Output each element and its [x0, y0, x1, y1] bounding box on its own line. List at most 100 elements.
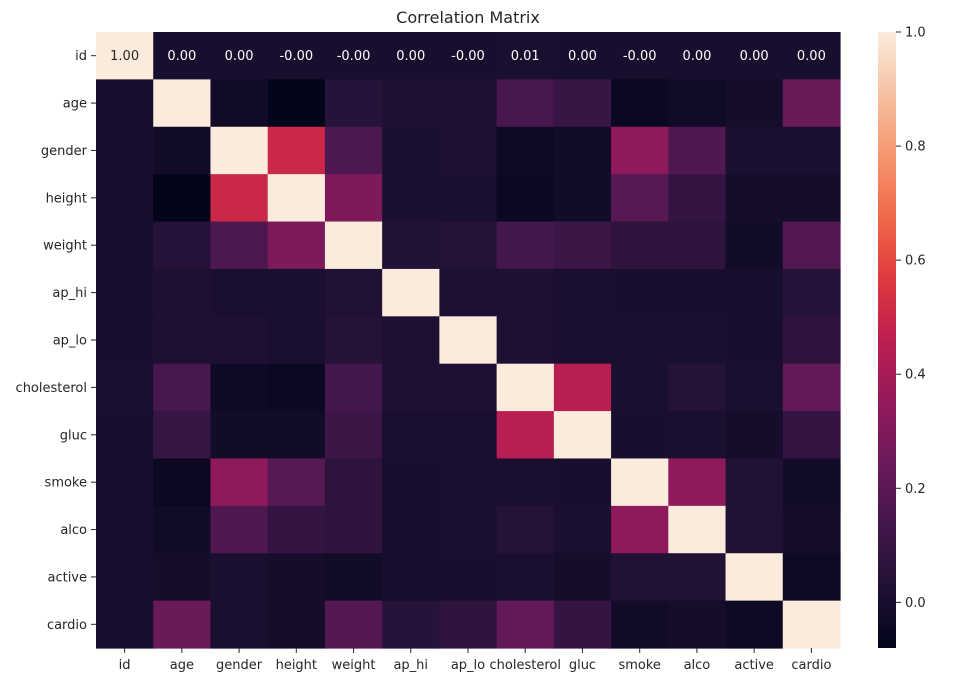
heatmap-cell-height-alco: [668, 174, 727, 223]
heatmap-cell-id-cardio: [782, 32, 841, 80]
heatmap-cell-age-cholesterol: [496, 79, 555, 128]
cell-annotation-alco: 0.00: [682, 49, 711, 64]
heatmap-cell-cardio-smoke: [611, 600, 669, 649]
heatmap-cell-gender-ap_lo: [439, 126, 498, 175]
heatmap-cell-alco-cardio: [782, 505, 841, 554]
heatmap-cell-ap_lo-cardio: [782, 316, 841, 365]
heatmap-cell-gluc-id: [96, 411, 154, 460]
cell-annotation-active: 0.00: [740, 49, 769, 64]
heatmap-cell-weight-active: [725, 221, 784, 270]
heatmap-cell-ap_hi-ap_hi: [382, 268, 440, 317]
heatmap-cell-gender-height: [267, 126, 326, 175]
heatmap-cell-gluc-ap_hi: [382, 411, 440, 460]
row-label-id: id: [75, 49, 87, 64]
heatmap-cell-gluc-ap_lo: [439, 411, 498, 460]
heatmap-cell-ap_lo-weight: [324, 316, 383, 365]
cell-annotation-gender: 0.00: [225, 49, 254, 64]
heatmap-cell-gluc-cholesterol: [496, 411, 555, 460]
column-label-id: id: [119, 658, 131, 673]
heatmap-cell-gluc-cardio: [782, 411, 841, 460]
heatmap-cell-ap_hi-weight: [324, 268, 383, 317]
heatmap-cell-weight-alco: [668, 221, 727, 270]
heatmap-cell-weight-ap_lo: [439, 221, 498, 270]
heatmap-cell-age-gender: [210, 79, 269, 128]
cell-annotation-height: -0.00: [279, 49, 313, 64]
heatmap-cell-cholesterol-height: [267, 363, 326, 412]
cell-annotation-gluc: 0.00: [568, 49, 597, 64]
heatmap-cell-height-cholesterol: [496, 174, 555, 223]
heatmap-cell-ap_lo-age: [153, 316, 212, 365]
row-label-ap_lo: ap_lo: [53, 334, 87, 349]
cell-annotation-smoke: -0.00: [623, 49, 657, 64]
cell-annotation-cholesterol: 0.01: [511, 49, 540, 64]
heatmap-cell-ap_hi-gender: [210, 268, 269, 317]
colorbar-tick-label: 0.6: [905, 254, 926, 269]
colorbar-tick-label: 0.4: [905, 368, 926, 383]
heatmap-cell-id-id: [96, 32, 154, 80]
column-label-alco: alco: [684, 658, 711, 673]
heatmap-cell-cardio-alco: [668, 600, 727, 649]
heatmap-cells: [96, 32, 841, 649]
cell-annotation-ap_hi: 0.00: [396, 49, 425, 64]
heatmap-cell-gender-smoke: [611, 126, 669, 175]
heatmap-cell-smoke-weight: [324, 458, 383, 507]
heatmap-cell-weight-cholesterol: [496, 221, 555, 270]
heatmap-cell-ap_lo-cholesterol: [496, 316, 555, 365]
heatmap-cell-active-gender: [210, 553, 269, 602]
heatmap-cell-age-id: [96, 79, 154, 128]
heatmap-cell-active-height: [267, 553, 326, 602]
heatmap-cell-id-age: [153, 32, 212, 80]
heatmap-cell-alco-active: [725, 505, 784, 554]
heatmap-cell-gluc-smoke: [611, 411, 669, 460]
heatmap-cell-cholesterol-cardio: [782, 363, 841, 412]
heatmap-cell-smoke-cardio: [782, 458, 841, 507]
heatmap-cell-id-active: [725, 32, 784, 80]
heatmap-cell-ap_lo-gender: [210, 316, 269, 365]
heatmap-cell-smoke-age: [153, 458, 212, 507]
heatmap-cell-weight-smoke: [611, 221, 669, 270]
heatmap-cell-ap_hi-cardio: [782, 268, 841, 317]
heatmap-cell-alco-alco: [668, 505, 727, 554]
row-label-active: active: [47, 570, 87, 585]
heatmap-cell-id-ap_lo: [439, 32, 498, 80]
heatmap-cell-height-height: [267, 174, 326, 223]
heatmap-cell-smoke-smoke: [611, 458, 669, 507]
heatmap-cell-weight-id: [96, 221, 154, 270]
heatmap-cell-active-alco: [668, 553, 727, 602]
heatmap-cell-cardio-age: [153, 600, 212, 649]
cell-annotation-ap_lo: -0.00: [451, 49, 485, 64]
heatmap-cell-smoke-ap_hi: [382, 458, 440, 507]
heatmap-cell-cholesterol-ap_lo: [439, 363, 498, 412]
heatmap-cell-ap_lo-id: [96, 316, 154, 365]
column-label-gender: gender: [216, 658, 263, 673]
heatmap-cell-ap_hi-alco: [668, 268, 727, 317]
heatmap-cell-cholesterol-ap_hi: [382, 363, 440, 412]
heatmap-cell-active-ap_lo: [439, 553, 498, 602]
heatmap-cell-ap_lo-ap_hi: [382, 316, 440, 365]
column-label-cholesterol: cholesterol: [490, 658, 561, 673]
heatmap-cell-weight-gender: [210, 221, 269, 270]
heatmap-cell-gender-gluc: [553, 126, 612, 175]
column-label-active: active: [734, 658, 774, 673]
cell-annotation-cardio: 0.00: [797, 49, 826, 64]
colorbar-tick-label: 1.0: [905, 26, 926, 41]
heatmap-cell-id-cholesterol: [496, 32, 555, 80]
heatmap-cell-alco-id: [96, 505, 154, 554]
column-label-cardio: cardio: [791, 658, 831, 673]
heatmap-cell-id-gender: [210, 32, 269, 80]
heatmap-cell-gender-age: [153, 126, 212, 175]
heatmap-cell-cholesterol-cholesterol: [496, 363, 555, 412]
heatmap-cell-cholesterol-alco: [668, 363, 727, 412]
heatmap-cell-height-gender: [210, 174, 269, 223]
heatmap-cell-active-cholesterol: [496, 553, 555, 602]
heatmap-cell-age-weight: [324, 79, 383, 128]
heatmap-cell-smoke-gluc: [553, 458, 612, 507]
row-label-gluc: gluc: [60, 428, 87, 443]
heatmap-cell-cardio-id: [96, 600, 154, 649]
heatmap-cell-smoke-ap_lo: [439, 458, 498, 507]
heatmap-cell-gender-weight: [324, 126, 383, 175]
heatmap-cell-smoke-gender: [210, 458, 269, 507]
heatmap-cell-height-smoke: [611, 174, 669, 223]
heatmap-cell-age-ap_lo: [439, 79, 498, 128]
heatmap-cell-ap_lo-alco: [668, 316, 727, 365]
